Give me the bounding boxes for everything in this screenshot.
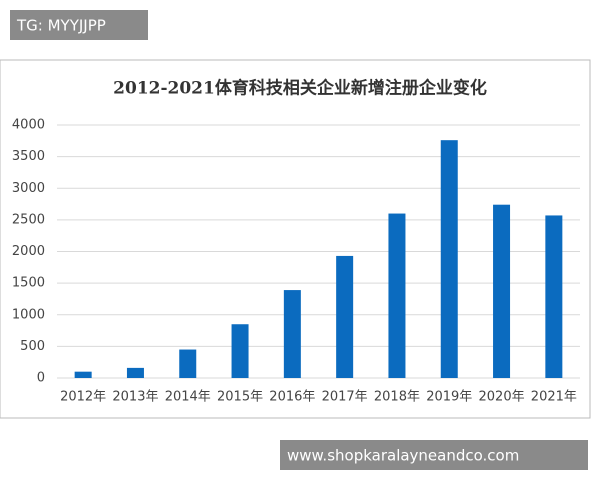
y-tick-label: 2000 — [12, 244, 45, 259]
x-tick-label: 2015年 — [217, 390, 263, 405]
plot: 0 500 1000 1500 2000 2500 3000 3500 4000 2012年 201… — [12, 118, 580, 405]
x-tick-label: 2018年 — [374, 390, 420, 405]
bar — [545, 215, 563, 378]
y-tick-label: 500 — [20, 339, 45, 354]
x-tick-label: 2012年 — [60, 390, 106, 405]
y-tick-label: 4000 — [12, 118, 45, 133]
bar — [126, 367, 144, 378]
bar — [336, 255, 354, 378]
x-tick-label: 2014年 — [165, 390, 211, 405]
bar — [283, 290, 301, 378]
x-tick-label: 2013年 — [112, 390, 158, 405]
y-tick-label: 1000 — [12, 307, 45, 322]
x-tick-label: 2017年 — [322, 390, 368, 405]
chart-title: 2012-2021体育科技相关企业新增注册企业变化 — [113, 78, 487, 99]
watermark-box — [280, 440, 588, 470]
y-tick-label: 2500 — [12, 212, 45, 227]
bar — [231, 324, 249, 378]
x-tick-label: 2019年 — [426, 390, 472, 405]
y-tick-label: 3000 — [12, 181, 45, 196]
y-tick-label: 0 — [37, 371, 45, 386]
bar — [388, 213, 406, 378]
x-tick-label: 2021年 — [531, 390, 577, 405]
y-tick-label: 3500 — [12, 149, 45, 164]
watermark-text: TG: MYYJJPP — [16, 17, 106, 35]
bar — [493, 204, 511, 378]
bar — [74, 371, 92, 378]
watermark-text: www.shopkaralayneandco.com — [287, 447, 519, 465]
y-tick-label: 1500 — [12, 276, 45, 291]
watermark-box — [10, 10, 148, 40]
x-tick-label: 2016年 — [269, 390, 315, 405]
bar — [179, 349, 197, 378]
x-tick-label: 2020年 — [479, 390, 525, 405]
bar — [440, 140, 458, 378]
